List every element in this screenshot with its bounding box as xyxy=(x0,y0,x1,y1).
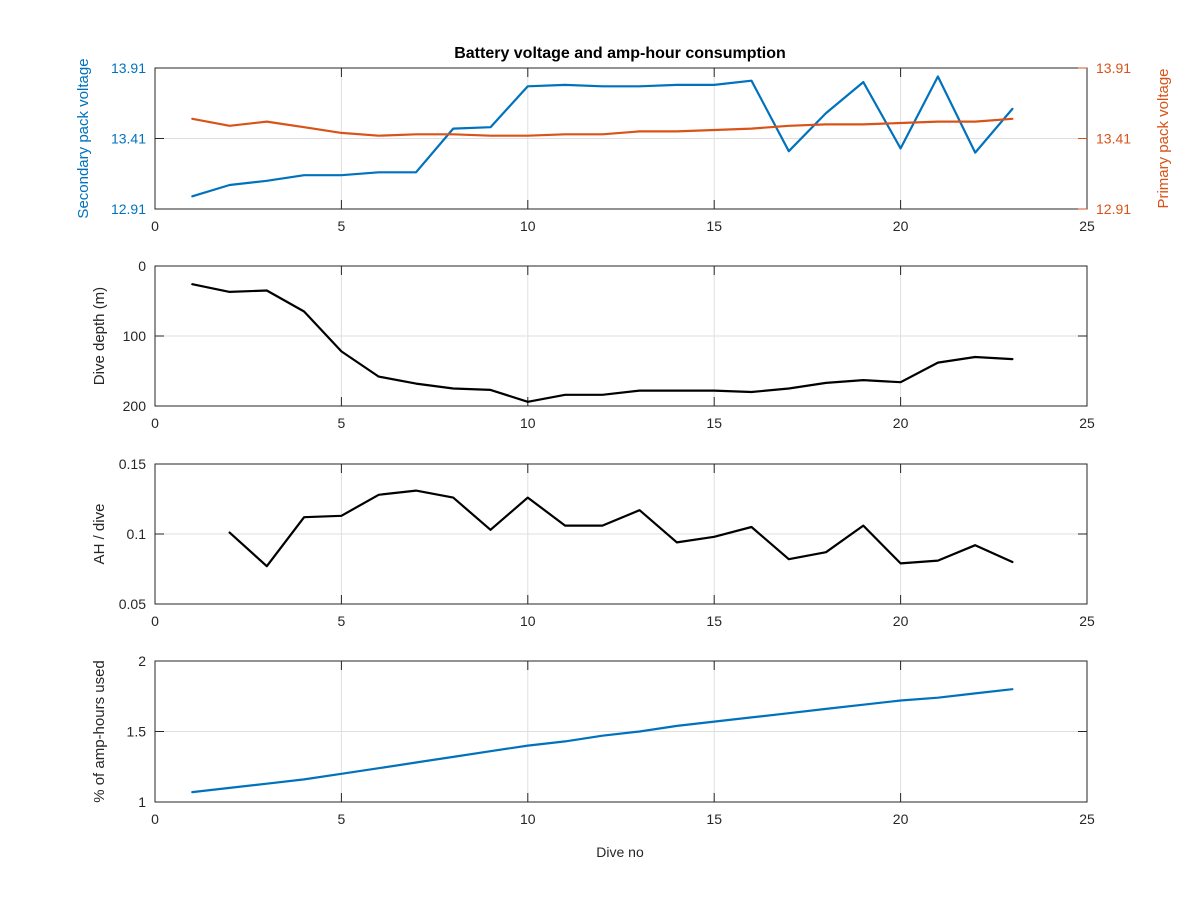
panel-2-y-tick-label: 200 xyxy=(123,398,147,414)
x-axis-label: Dive no xyxy=(596,844,644,860)
panel-1-x-tick-label: 25 xyxy=(1079,218,1095,234)
panel-1-y-axis-label: Secondary pack voltage xyxy=(75,58,92,218)
chart-title: Battery voltage and amp-hour consumption xyxy=(454,45,786,62)
panel-2-y-tick-label: 0 xyxy=(138,258,146,274)
panel-1-y-tick-label: 12.91 xyxy=(111,201,146,217)
panel-2-y-tick-label: 100 xyxy=(123,328,147,344)
panel-2-y-axis-label: Dive depth (m) xyxy=(91,287,108,385)
panel-4-x-tick-label: 25 xyxy=(1079,811,1095,827)
panel-4-x-tick-label: 15 xyxy=(706,811,722,827)
panel-1-x-tick-label: 20 xyxy=(893,218,909,234)
panel-3-y-axis-label: AH / dive xyxy=(91,504,108,565)
panel-3-x-tick-label: 25 xyxy=(1079,613,1095,629)
panel-4-y-tick-label: 1.5 xyxy=(127,724,147,740)
panel-1-right-y-tick-label: 13.41 xyxy=(1096,131,1131,147)
panel-2-x-tick-label: 10 xyxy=(520,415,536,431)
panel-3-x-tick-label: 20 xyxy=(893,613,909,629)
panel-3-x-tick-label: 15 xyxy=(706,613,722,629)
panel-4-x-tick-label: 10 xyxy=(520,811,536,827)
panel-3-x-tick-label: 0 xyxy=(151,613,159,629)
panel-3-y-tick-label: 0.1 xyxy=(127,526,147,542)
panel-1-right-y-tick-label: 13.91 xyxy=(1096,60,1131,76)
panel-1-x-tick-label: 15 xyxy=(706,218,722,234)
panel-3-series-1-line xyxy=(228,489,1014,568)
panel-1-series-2-line xyxy=(191,117,1014,137)
panel-4-x-tick-label: 20 xyxy=(893,811,909,827)
panel-4-x-tick-label: 5 xyxy=(338,811,346,827)
panel-4-y-tick-label: 2 xyxy=(138,653,146,669)
panel-2-x-tick-label: 20 xyxy=(893,415,909,431)
panel-3-y-tick-label: 0.05 xyxy=(119,596,146,612)
panel-3-x-tick-label: 5 xyxy=(338,613,346,629)
panel-4-x-tick-label: 0 xyxy=(151,811,159,827)
panel-1-series-1-line xyxy=(191,75,1014,198)
panel-1-right-y-axis-label: Primary pack voltage xyxy=(1155,68,1172,208)
panel-2-x-tick-label: 15 xyxy=(706,415,722,431)
panel-1-right-y-tick-label: 12.91 xyxy=(1096,201,1131,217)
panel-1-x-tick-label: 0 xyxy=(151,218,159,234)
panel-3-x-tick-label: 10 xyxy=(520,613,536,629)
panel-2-x-tick-label: 0 xyxy=(151,415,159,431)
panel-1-y-tick-label: 13.91 xyxy=(111,60,146,76)
panel-2-x-tick-label: 5 xyxy=(338,415,346,431)
panel-1-x-tick-label: 5 xyxy=(338,218,346,234)
panel-4-y-tick-label: 1 xyxy=(138,794,146,810)
panel-2-x-tick-label: 25 xyxy=(1079,415,1095,431)
panel-4-y-axis-label: % of amp-hours used xyxy=(91,660,108,803)
panel-2-series-1-line xyxy=(191,283,1014,403)
panel-4-series-1-line xyxy=(191,688,1014,794)
panel-1-y-tick-label: 13.41 xyxy=(111,131,146,147)
panel-1-x-tick-label: 10 xyxy=(520,218,536,234)
panel-3-y-tick-label: 0.15 xyxy=(119,456,146,472)
